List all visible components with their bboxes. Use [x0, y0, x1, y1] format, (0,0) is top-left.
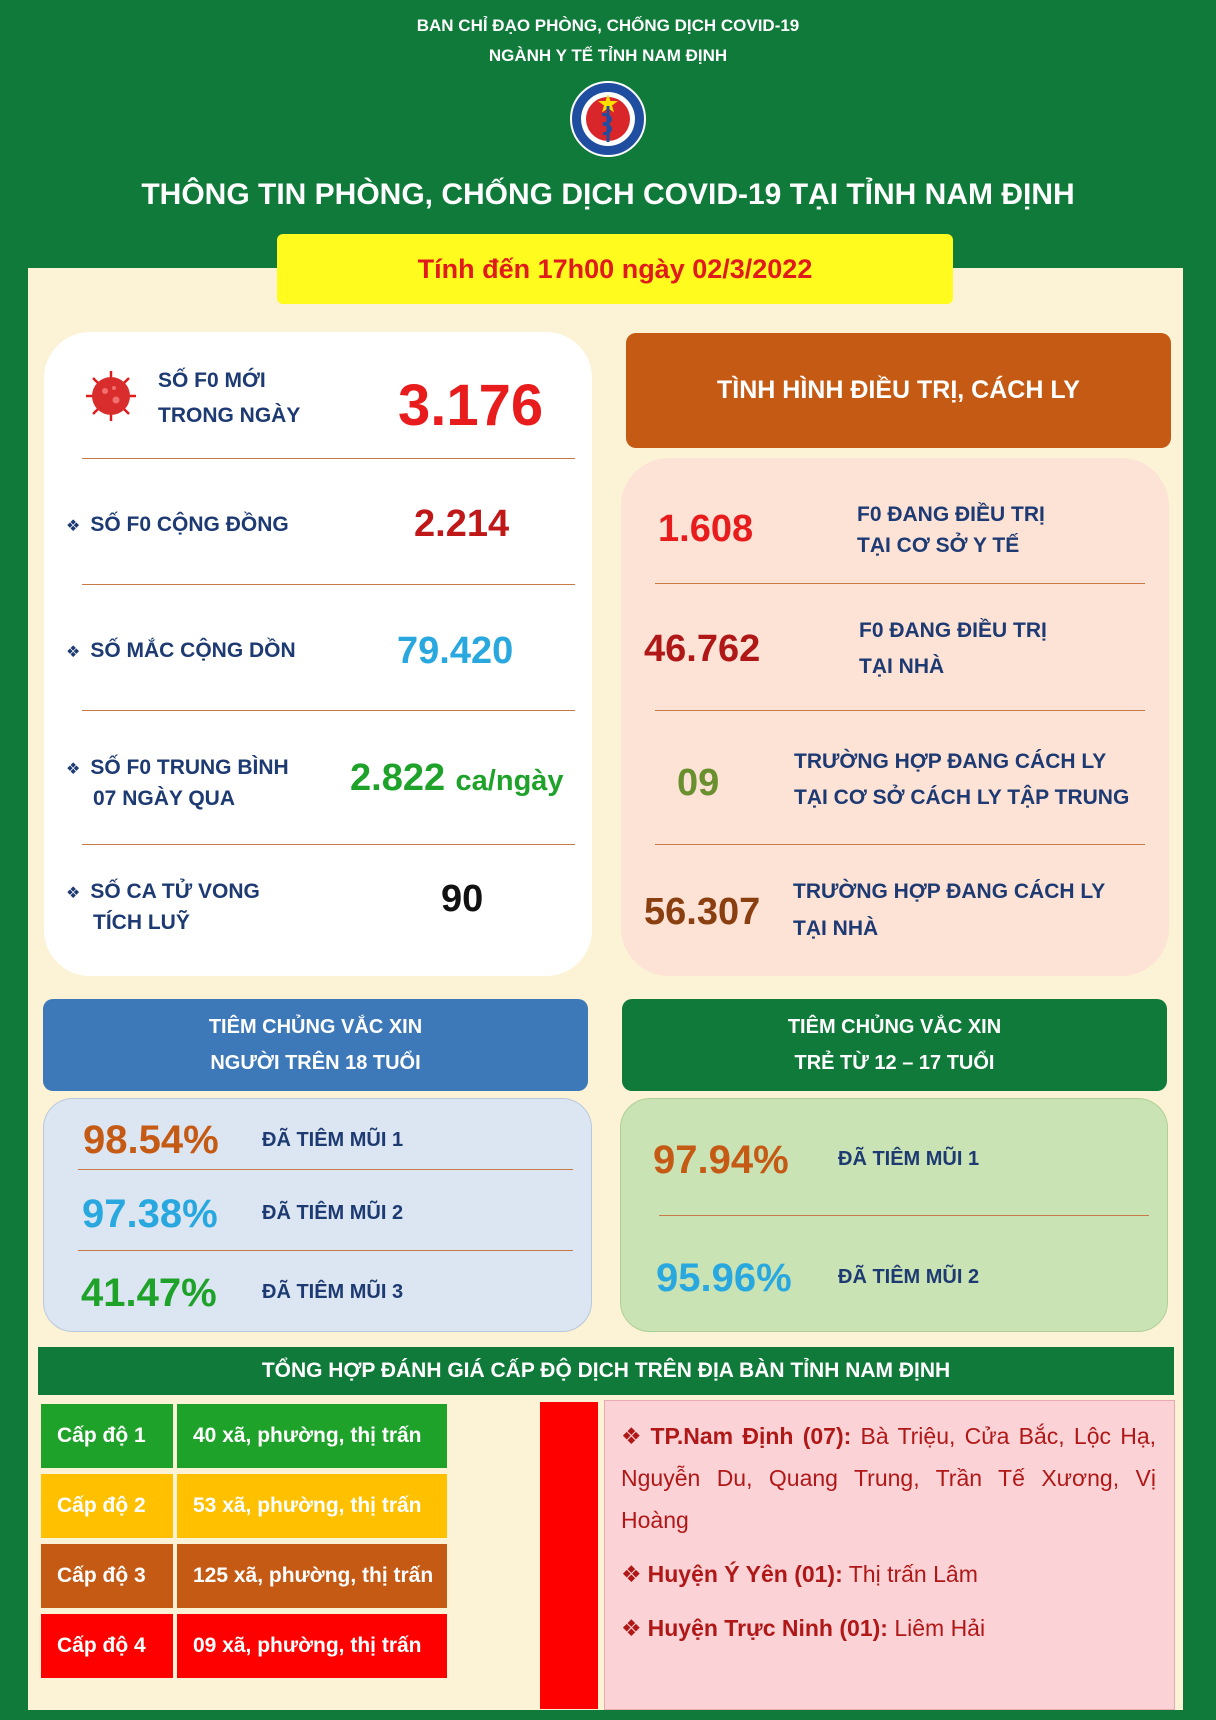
avg-f0-unit: ca/ngày [455, 765, 564, 797]
divider [655, 583, 1145, 584]
avg-f0-value: 2.822 [350, 757, 446, 799]
vaccine-adult-pct: 97.38% [82, 1192, 218, 1236]
diamond-bullet-icon: ❖ [621, 1615, 642, 1641]
community-f0-label: SỐ F0 CỘNG ĐỒNG [66, 509, 288, 543]
date-banner: Tính đến 17h00 ngày 02/3/2022 [277, 234, 953, 304]
deaths-label-1: SỐ CA TỬ VONG [66, 876, 260, 910]
cumulative-value: 79.420 [397, 630, 514, 672]
treatment-value: 56.307 [644, 891, 761, 933]
vaccine-child-label: ĐÃ TIÊM MŨI 1 [838, 1148, 980, 1170]
level-row-4: Cấp độ 4 09 xã, phường, thị trấn [41, 1614, 447, 1678]
level-row-2: Cấp độ 2 53 xã, phường, thị trấn [41, 1474, 447, 1538]
level-desc: 40 xã, phường, thị trấn [177, 1404, 447, 1468]
community-f0-value: 2.214 [414, 503, 510, 545]
cumulative-label: SỐ MẮC CỘNG DỒN [66, 635, 295, 669]
treatment-label-1: F0 ĐANG ĐIỀU TRỊ [857, 503, 1045, 526]
ministry-of-health-logo [569, 80, 647, 158]
area-item: ❖ Huyện Trực Ninh (01): Liêm Hải [621, 1607, 1156, 1649]
level-row-3: Cấp độ 3 125 xã, phường, thị trấn [41, 1544, 447, 1608]
divider [659, 1215, 1149, 1216]
deaths-value: 90 [441, 878, 484, 920]
divider [82, 844, 575, 845]
diamond-bullet-icon: ❖ [621, 1561, 642, 1587]
level-4-areas: ❖ TP.Nam Định (07): Bà Triệu, Cửa Bắc, Lộ… [604, 1400, 1175, 1710]
vaccine-child-header: TIÊM CHỦNG VẮC XIN TRẺ TỪ 12 – 17 TUỔI [622, 999, 1167, 1091]
deaths-label-2: TÍCH LUỸ [93, 911, 190, 934]
vaccine-adult-pct: 41.47% [81, 1271, 217, 1315]
vaccine-adult-title-1: TIÊM CHỦNG VẮC XIN [208, 1016, 423, 1038]
vaccine-child-label: ĐÃ TIÊM MŨI 2 [838, 1266, 980, 1288]
divider [655, 844, 1145, 845]
avg-f0-label-1: SỐ F0 TRUNG BÌNH [66, 752, 288, 786]
treatment-label-1: TRƯỜNG HỢP ĐANG CÁCH LY [793, 880, 1106, 903]
treatment-value: 1.608 [658, 508, 754, 550]
area-name: Huyện Ý Yên (01): [647, 1561, 843, 1587]
divider [78, 1169, 573, 1170]
treatment-label-2: TẠI NHÀ [793, 917, 879, 940]
vaccine-adult-card [43, 1098, 592, 1332]
treatment-header: TÌNH HÌNH ĐIỀU TRỊ, CÁCH LY [626, 333, 1171, 448]
new-f0-label-2: TRONG NGÀY [158, 404, 301, 427]
vaccine-adult-header: TIÊM CHỦNG VẮC XIN NGƯỜI TRÊN 18 TUỔI [43, 999, 588, 1091]
treatment-card [621, 458, 1169, 976]
treatment-value: 46.762 [644, 628, 761, 670]
vaccine-adult-title-2: NGƯỜI TRÊN 18 TUỔI [210, 1052, 421, 1074]
treatment-label-2: TẠI CƠ SỞ Y TẾ [857, 534, 1020, 557]
area-item: ❖ TP.Nam Định (07): Bà Triệu, Cửa Bắc, Lộ… [621, 1415, 1156, 1541]
area-list: Liêm Hải [894, 1615, 986, 1641]
level-desc: 09 xã, phường, thị trấn [177, 1614, 447, 1678]
org-line-2: NGÀNH Y TẾ TỈNH NAM ĐỊNH [488, 46, 728, 65]
level-name: Cấp độ 3 [41, 1544, 173, 1608]
level-name: Cấp độ 2 [41, 1474, 173, 1538]
divider [82, 710, 575, 711]
treatment-label-2: TẠI NHÀ [859, 655, 945, 678]
divider [82, 584, 575, 585]
vaccine-adult-label: ĐÃ TIÊM MŨI 2 [262, 1202, 404, 1224]
treatment-label-1: TRƯỜNG HỢP ĐANG CÁCH LY [794, 750, 1107, 773]
page-title: THÔNG TIN PHÒNG, CHỐNG DỊCH COVID-19 TẠI… [141, 178, 1075, 211]
area-item: ❖ Huyện Ý Yên (01): Thị trấn Lâm [621, 1553, 1156, 1595]
area-list: Bà Triệu, Cửa Bắc, Lộc Hạ, Nguyễn Du, Qu… [621, 1423, 1157, 1533]
divider [78, 1250, 573, 1251]
treatment-value: 09 [677, 762, 720, 804]
level-name: Cấp độ 1 [41, 1404, 173, 1468]
level-4-indicator [540, 1402, 598, 1709]
vaccine-child-pct: 97.94% [653, 1138, 789, 1182]
area-list: Thị trấn Lâm [848, 1561, 978, 1587]
new-f0-label-1: SỐ F0 MỚI [158, 369, 266, 392]
level-desc: 53 xã, phường, thị trấn [177, 1474, 447, 1538]
summary-title: TỔNG HỢP ĐÁNH GIÁ CẤP ĐỘ DỊCH TRÊN ĐỊA B… [38, 1347, 1174, 1395]
avg-f0-label-2: 07 NGÀY QUA [93, 787, 235, 810]
vaccine-adult-label: ĐÃ TIÊM MŨI 1 [262, 1129, 404, 1151]
treatment-label-1: F0 ĐANG ĐIỀU TRỊ [859, 619, 1047, 642]
area-name: Huyện Trực Ninh (01): [647, 1615, 888, 1641]
org-line-1: BAN CHỈ ĐẠO PHÒNG, CHỐNG DỊCH COVID-19 [416, 16, 800, 35]
level-desc: 125 xã, phường, thị trấn [177, 1544, 447, 1608]
divider [655, 710, 1145, 711]
diamond-bullet-icon: ❖ [621, 1423, 645, 1449]
avg-f0-value-group: 2.822 ca/ngày [350, 757, 564, 800]
vaccine-child-pct: 95.96% [656, 1256, 792, 1300]
treatment-label-2: TẠI CƠ SỞ CÁCH LY TẬP TRUNG [794, 786, 1130, 809]
divider [82, 458, 575, 459]
area-name: TP.Nam Định (07): [650, 1423, 852, 1449]
level-name: Cấp độ 4 [41, 1614, 173, 1678]
vaccine-child-title-1: TIÊM CHỦNG VẮC XIN [787, 1016, 1002, 1038]
vaccine-adult-pct: 98.54% [83, 1118, 219, 1162]
level-row-1: Cấp độ 1 40 xã, phường, thị trấn [41, 1404, 447, 1468]
vaccine-adult-label: ĐÃ TIÊM MŨI 3 [262, 1281, 404, 1303]
new-f0-value: 3.176 [398, 373, 544, 438]
virus-icon [85, 370, 137, 422]
vaccine-child-title-2: TRẺ TỪ 12 – 17 TUỔI [794, 1052, 995, 1074]
